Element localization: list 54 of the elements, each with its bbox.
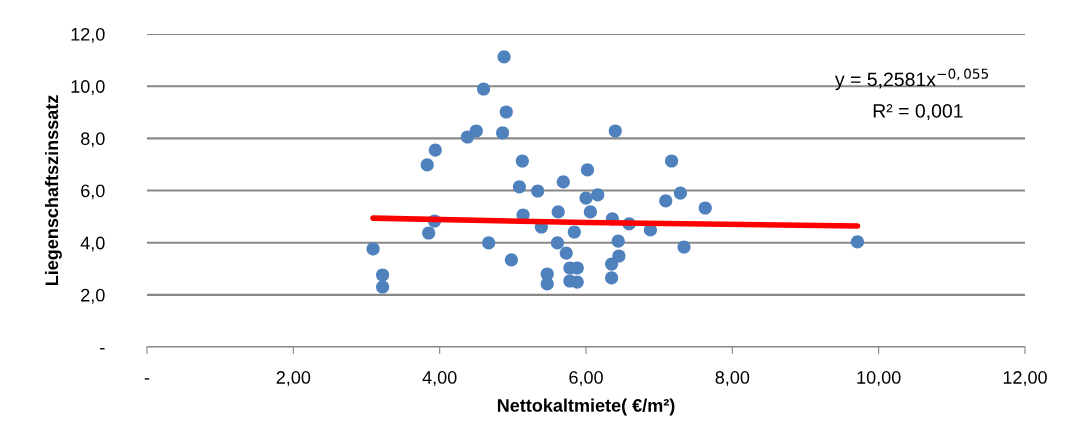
point	[499, 105, 513, 119]
point	[497, 50, 511, 64]
x-tick-label: 4,00	[422, 371, 457, 387]
point	[366, 242, 380, 256]
x-tick-label: -	[144, 378, 150, 380]
x-tick-label: 12,00	[1003, 371, 1047, 387]
y-axis-title: Liegenschaftszinssatz	[44, 95, 62, 286]
point	[583, 205, 597, 219]
point	[550, 236, 565, 250]
y-tick-label: 12,0	[71, 27, 105, 43]
point	[496, 126, 510, 140]
point	[531, 184, 545, 198]
point	[512, 180, 527, 194]
point	[551, 205, 565, 219]
point	[422, 226, 436, 240]
point	[567, 225, 581, 239]
point	[611, 234, 625, 248]
x-axis-title: Nettokaltmiete( €/m²)	[497, 398, 675, 416]
point	[504, 253, 518, 267]
point	[559, 246, 573, 260]
x-tick-label: 2,00	[276, 371, 311, 387]
point	[428, 143, 442, 157]
x-tick-label: 8,00	[715, 371, 750, 387]
y-tick-label: -	[100, 348, 105, 350]
y-tick-label: 10,0	[71, 80, 105, 96]
point	[460, 130, 475, 144]
point	[376, 280, 390, 294]
point	[850, 235, 865, 249]
point	[677, 240, 691, 254]
point	[515, 154, 529, 168]
point	[659, 194, 673, 208]
point	[605, 257, 619, 271]
point	[698, 201, 712, 215]
point	[605, 271, 619, 285]
y-tick-label: 4,0	[80, 236, 105, 252]
point	[556, 175, 570, 189]
annotation: R² = 0,001	[873, 104, 963, 121]
point	[665, 154, 679, 168]
y-tick-label: 8,0	[81, 132, 105, 148]
point	[579, 191, 593, 205]
point	[580, 163, 595, 177]
point	[476, 82, 491, 96]
point	[420, 158, 434, 172]
point	[608, 124, 622, 138]
x-tick-label: 6,00	[569, 371, 603, 387]
y-tick-label: 2,0	[81, 288, 105, 304]
point	[376, 268, 390, 282]
point	[482, 236, 496, 250]
x-tick-label: 10,00	[857, 371, 901, 387]
point	[540, 277, 554, 291]
annotation: y = 5,2581x$^{−0,055}$	[834, 68, 988, 91]
point	[673, 186, 687, 200]
point	[591, 188, 605, 202]
y-tick-label: 6,0	[81, 184, 105, 200]
